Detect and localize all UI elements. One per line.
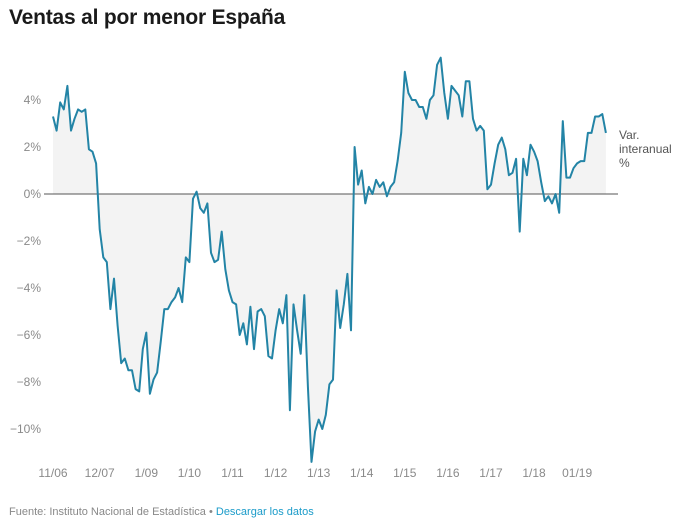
y-axis-ticks: 4% 2% 0% −2% −4% −6% −8% −10%: [10, 93, 41, 436]
x-tick-label: 1/11: [221, 466, 244, 480]
x-tick-label: 12/07: [85, 466, 115, 480]
x-tick-label: 1/14: [350, 466, 374, 480]
area-fill: [53, 57, 606, 462]
footer: Fuente: Instituto Nacional de Estadístic…: [9, 506, 314, 518]
y-tick-label: −10%: [10, 422, 41, 436]
y-tick-label: −2%: [17, 234, 42, 248]
x-tick-label: 1/12: [264, 466, 288, 480]
y-tick-label: 0%: [24, 187, 42, 201]
series-line: [52, 56, 607, 463]
series-label-line: interanual: [619, 142, 672, 156]
y-tick-label: 4%: [24, 93, 42, 107]
separator: •: [208, 506, 213, 518]
series-label-line: Var.: [619, 128, 639, 142]
x-tick-label: 01/19: [562, 466, 592, 480]
series-label-line: %: [619, 156, 630, 170]
series-label: Var.interanual%: [619, 128, 672, 170]
x-tick-label: 1/16: [436, 466, 460, 480]
x-tick-label: 1/13: [307, 466, 331, 480]
y-tick-label: 2%: [24, 140, 42, 154]
x-tick-label: 1/17: [479, 466, 503, 480]
page-title: Ventas al por menor España: [9, 6, 286, 29]
y-tick-label: −4%: [17, 281, 42, 295]
download-data-link[interactable]: Descargar los datos: [215, 506, 314, 518]
y-tick-label: −6%: [17, 328, 42, 342]
y-tick-label: −8%: [17, 375, 42, 389]
source-text: Fuente: Instituto Nacional de Estadístic…: [9, 506, 206, 518]
x-tick-label: 1/09: [135, 466, 159, 480]
x-tick-label: 11/06: [38, 466, 67, 480]
x-tick-label: 1/18: [522, 466, 546, 480]
x-axis-ticks: 11/06 12/07 1/09 1/10 1/11 1/12 1/13 1/14 1/15 1/…: [38, 466, 592, 480]
x-tick-label: 1/10: [178, 466, 202, 480]
x-tick-label: 1/15: [393, 466, 417, 480]
